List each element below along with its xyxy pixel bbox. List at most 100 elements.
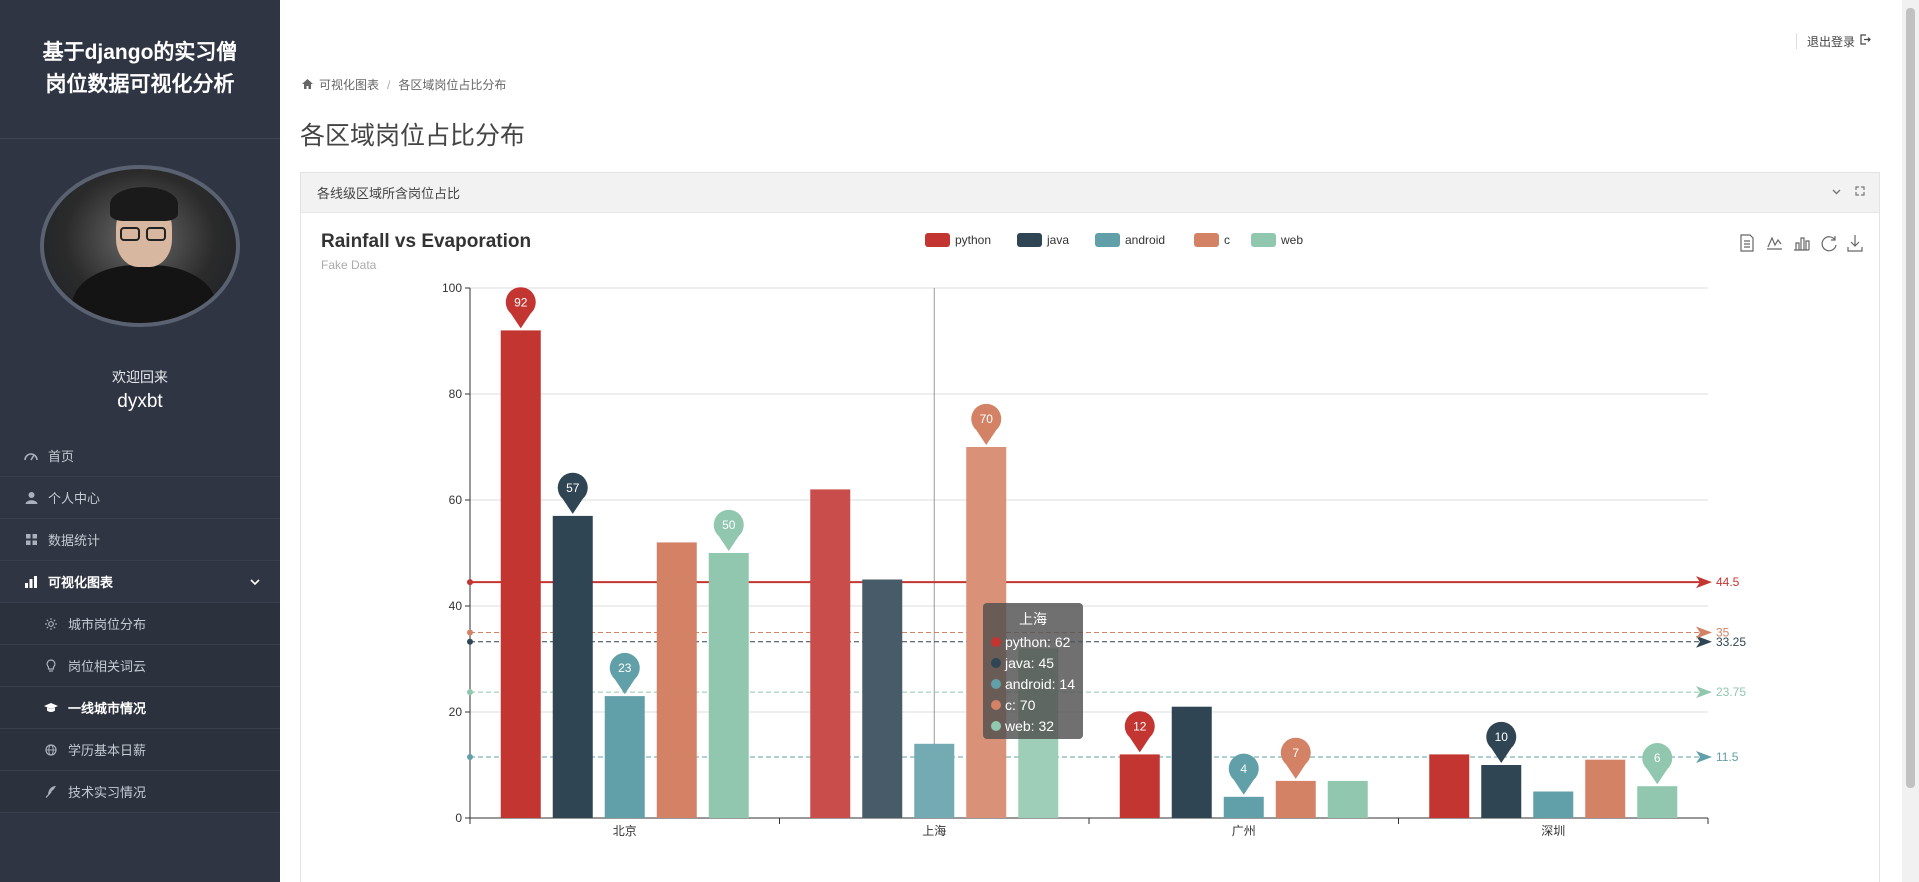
home-icon[interactable] [302, 78, 313, 92]
breadcrumb-root[interactable]: 可视化图表 [319, 78, 380, 92]
sidebar-item-profile[interactable]: 个人中心 [0, 477, 280, 519]
legend-swatch-web [1251, 233, 1276, 247]
legend-swatch-c [1194, 233, 1219, 247]
bulb-icon [42, 659, 60, 672]
bar-android-北京 [604, 696, 645, 818]
tooltip-row: python: 62 [991, 631, 1075, 652]
legend-label-java: java [1046, 233, 1069, 247]
bar-c-广州 [1275, 780, 1316, 818]
y-tick-label: 100 [442, 281, 462, 295]
markline-arrow-android [1696, 751, 1712, 764]
markline-arrow-python [1696, 576, 1712, 589]
sidebar-subitem-education-salary[interactable]: 学历基本日薪 [0, 729, 280, 771]
markpoint-label-max-android: 23 [618, 661, 632, 675]
user-icon [22, 491, 40, 504]
legend-label-python: python [955, 233, 991, 247]
tooltip-row: android: 14 [991, 673, 1075, 694]
bar-switch-icon[interactable] [1794, 237, 1810, 251]
sidebar-item-label: 可视化图表 [48, 575, 114, 590]
markpoint-label-max-java: 57 [566, 481, 580, 495]
sidebar-item-label: 技术实习情况 [68, 785, 147, 800]
sidebar-item-label: 一线城市情况 [68, 701, 147, 716]
bar-java-上海 [862, 579, 903, 818]
graduation-cap-icon [42, 702, 60, 713]
sun-icon [42, 617, 60, 630]
data-view-icon[interactable] [1740, 234, 1754, 252]
fullscreen-icon[interactable] [1855, 186, 1865, 199]
sidebar-item-label: 数据统计 [48, 533, 101, 548]
bar-python-北京 [500, 330, 541, 818]
sidebar-subitem-tech-internship[interactable]: 技术实习情况 [0, 771, 280, 813]
chevron-down-icon [250, 575, 260, 589]
bar-python-上海 [810, 489, 851, 818]
sign-out-icon [1860, 34, 1871, 48]
collapse-icon[interactable] [1832, 186, 1841, 199]
line-switch-icon[interactable] [1767, 236, 1782, 250]
tooltip-row: c: 70 [991, 694, 1075, 715]
bar-java-北京 [552, 515, 593, 818]
app-title-line1: 基于django的实习僧 [42, 41, 238, 64]
sidebar: 基于django的实习僧 岗位数据可视化分析 欢迎回来 dyxbt 首页 个人中… [0, 0, 280, 882]
markpoint-min-python [1124, 711, 1155, 753]
bar-android-上海 [914, 743, 955, 818]
sidebar-subitem-word-cloud[interactable]: 岗位相关词云 [0, 645, 280, 687]
sidebar-item-home[interactable]: 首页 [0, 435, 280, 477]
sidebar-subitem-tier1-cities[interactable]: 一线城市情况 [0, 687, 280, 729]
username: dyxbt [117, 391, 163, 412]
legend-label-c: c [1224, 233, 1230, 247]
y-tick-label: 60 [449, 493, 463, 507]
bar-c-深圳 [1585, 759, 1626, 818]
markpoint-label-min-web: 6 [1654, 751, 1661, 765]
markpoint-label-max-web: 50 [722, 518, 736, 532]
avatar[interactable] [40, 165, 240, 327]
scrollbar-thumb[interactable] [1906, 8, 1915, 788]
feather-icon [42, 785, 60, 798]
markpoint-max-web [713, 509, 744, 551]
sidebar-subitem-city-distribution[interactable]: 城市岗位分布 [0, 603, 280, 645]
tooltip-title: 上海 [1019, 611, 1047, 627]
markpoint-max-android [609, 652, 640, 695]
markpoint-label-min-android: 4 [1240, 762, 1247, 776]
charts-submenu: 城市岗位分布 岗位相关词云 一线城市情况 学历基本日薪 [0, 603, 280, 813]
legend-swatch-java [1017, 233, 1042, 247]
globe-icon [42, 743, 60, 756]
markline-label-python: 44.5 [1716, 575, 1740, 589]
chart-title: Rainfall vs Evaporation [321, 231, 531, 252]
sidebar-item-label: 学历基本日薪 [68, 743, 147, 758]
save-image-icon[interactable] [1847, 235, 1863, 252]
breadcrumb-separator: / [387, 77, 391, 92]
bar-java-深圳 [1481, 765, 1522, 818]
legend-swatch-python [925, 233, 950, 247]
sidebar-item-statistics[interactable]: 数据统计 [0, 519, 280, 561]
page-scrollbar[interactable] [1902, 0, 1919, 882]
x-tick-label: 北京 [613, 824, 637, 838]
tooltip-row: web: 32 [991, 715, 1075, 736]
x-tick-label: 上海 [922, 823, 946, 838]
markpoint-label-min-java: 10 [1495, 730, 1509, 744]
logout-link[interactable]: 退出登录 [1795, 33, 1871, 49]
restore-icon[interactable] [1821, 236, 1837, 252]
markline-arrow-web [1696, 686, 1712, 699]
chart-subtitle: Fake Data [321, 258, 377, 272]
markpoint-max-c [971, 403, 1002, 445]
grid-icon [22, 534, 40, 545]
x-tick-label: 深圳 [1541, 824, 1565, 838]
panel-title: 各线级区域所含岗位占比 [317, 186, 461, 201]
bar-chart-icon [22, 575, 40, 588]
dashboard-icon [22, 450, 40, 462]
bar-java-广州 [1171, 706, 1212, 818]
breadcrumb: 可视化图表 / 各区域岗位占比分布 [302, 76, 506, 93]
markpoint-min-java [1486, 721, 1517, 763]
y-tick-label: 40 [449, 599, 463, 613]
page-title: 各区域岗位占比分布 [300, 122, 526, 150]
logout-label: 退出登录 [1806, 34, 1855, 49]
bar-python-深圳 [1429, 754, 1470, 818]
chart-tooltip: 上海 python: 62 java: 45 android: 14 c: 70… [983, 603, 1083, 739]
markpoint-max-python [505, 287, 536, 329]
legend-label-android: android [1125, 233, 1165, 247]
markpoint-label-max-python: 92 [514, 295, 528, 309]
bar-python-广州 [1119, 754, 1160, 818]
tooltip-row: java: 45 [991, 652, 1075, 673]
sidebar-item-label: 个人中心 [48, 491, 101, 506]
sidebar-item-charts[interactable]: 可视化图表 [0, 561, 280, 603]
